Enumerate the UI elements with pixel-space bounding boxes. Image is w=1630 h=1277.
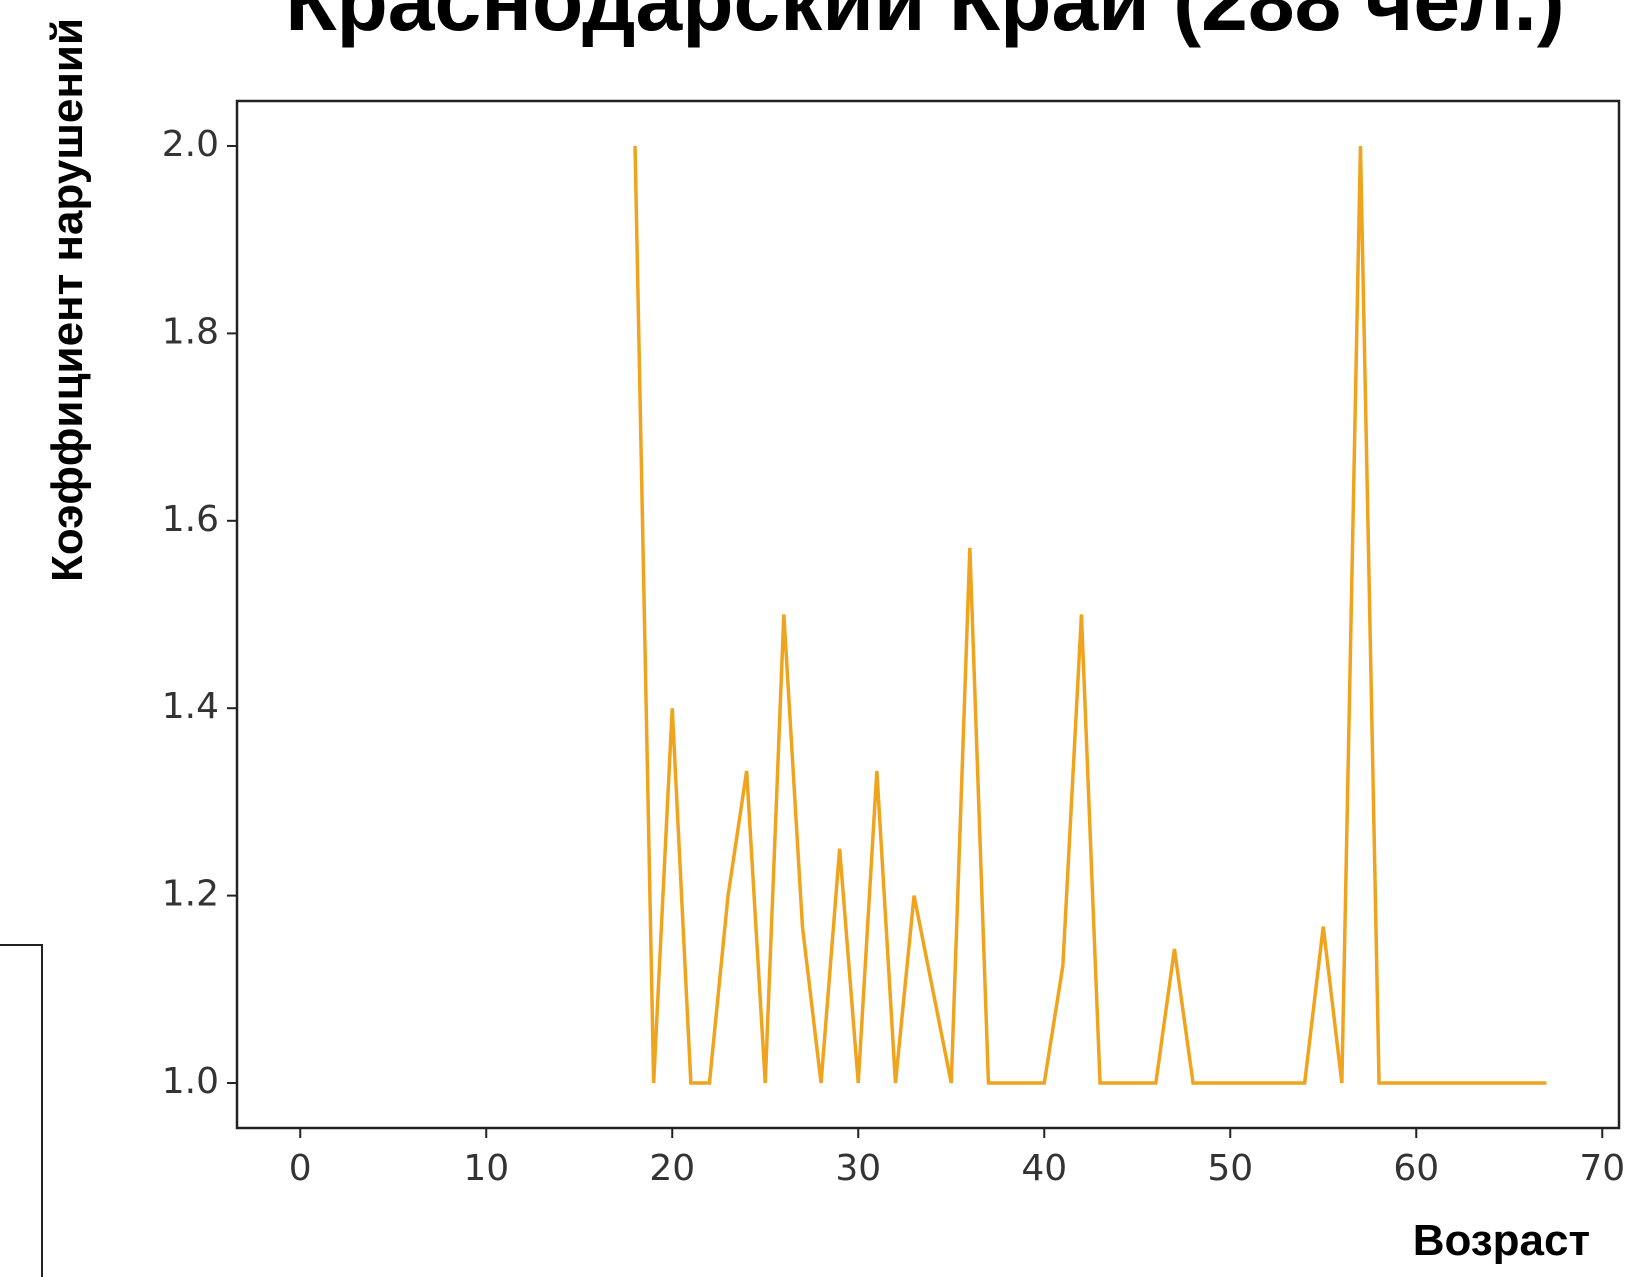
y-tick-label: 1.8 <box>162 311 219 352</box>
y-axis-label: Коэффициент нарушений <box>43 18 92 582</box>
y-tick-label: 2.0 <box>162 124 219 165</box>
x-tick-label: 30 <box>835 1148 881 1189</box>
x-tick-label: 20 <box>649 1148 695 1189</box>
x-tick-label: 0 <box>289 1148 312 1189</box>
x-tick-label: 50 <box>1207 1148 1253 1189</box>
y-tick-label: 1.2 <box>162 874 219 915</box>
y-tick-label: 1.6 <box>162 499 219 540</box>
x-tick-label: 10 <box>463 1148 509 1189</box>
x-tick-label: 60 <box>1393 1148 1439 1189</box>
x-tick-label: 70 <box>1579 1148 1625 1189</box>
x-tick-label: 40 <box>1021 1148 1067 1189</box>
data-line <box>633 145 1547 1085</box>
y-tick-label: 1.0 <box>162 1061 219 1102</box>
x-axis-label: Возраст <box>1413 1216 1590 1265</box>
chart-title: Краснодарский Край (288 чел.) <box>285 0 1565 48</box>
y-tick-label: 1.4 <box>162 686 219 727</box>
decor-frame <box>0 944 43 1277</box>
plot-frame <box>235 99 1621 1130</box>
